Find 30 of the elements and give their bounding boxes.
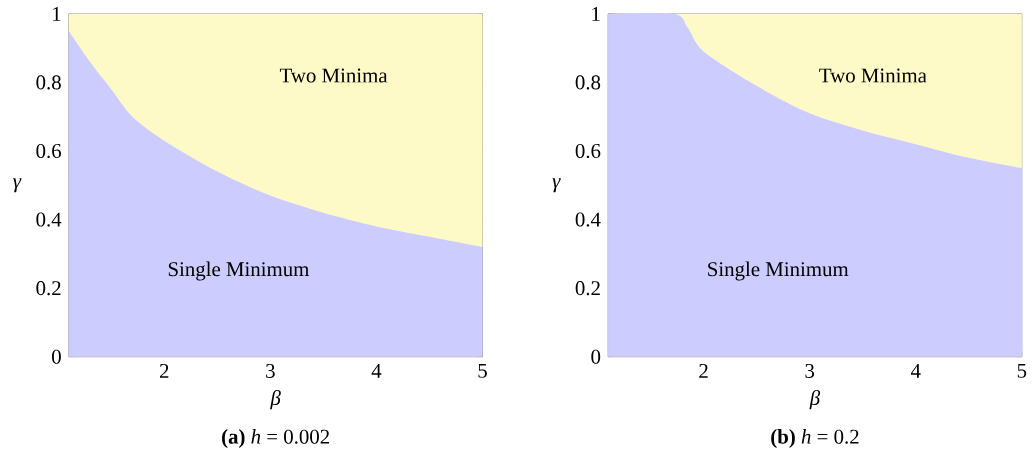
x-tick-label: 5 bbox=[478, 363, 487, 378]
y-tick-label: 1 bbox=[53, 6, 61, 21]
x-tick-label: 5 bbox=[1017, 363, 1027, 378]
y-axis-title: γ bbox=[552, 178, 561, 193]
x-tick-label: 4 bbox=[910, 363, 921, 378]
x-axis-title: β bbox=[809, 389, 821, 409]
y-tick-label: 1 bbox=[592, 6, 600, 21]
series-label: Two Minima bbox=[279, 68, 388, 83]
y-tick-label: 0.6 bbox=[575, 143, 601, 158]
y-tick-label: 0 bbox=[591, 349, 601, 364]
series-label: Single Minimum bbox=[168, 261, 310, 281]
text: (b) h = 0.2 bbox=[771, 428, 859, 448]
y-tick-label: 0.8 bbox=[575, 75, 601, 90]
x-tick-label: 3 bbox=[805, 363, 815, 378]
y-axis-title: γ bbox=[13, 178, 22, 193]
text: (a) h = 0.002 bbox=[222, 428, 330, 448]
y-tick-label: 0.6 bbox=[36, 143, 62, 158]
series-label: Two Minima bbox=[819, 68, 927, 83]
y-tick-label: 0.8 bbox=[36, 75, 61, 90]
x-tick-label: 4 bbox=[371, 363, 382, 378]
y-tick-label: 0.4 bbox=[36, 212, 62, 227]
series-label: Single Minimum bbox=[708, 261, 849, 281]
x-axis-title: β bbox=[270, 389, 281, 409]
x-tick-label: 2 bbox=[159, 363, 169, 378]
y-tick-label: 0 bbox=[52, 349, 61, 364]
x-tick-label: 3 bbox=[266, 363, 275, 378]
y-tick-label: 0.2 bbox=[575, 280, 600, 296]
y-tick-label: 0.2 bbox=[36, 280, 61, 296]
x-tick-label: 2 bbox=[699, 363, 708, 378]
y-tick-label: 0.4 bbox=[575, 212, 601, 227]
